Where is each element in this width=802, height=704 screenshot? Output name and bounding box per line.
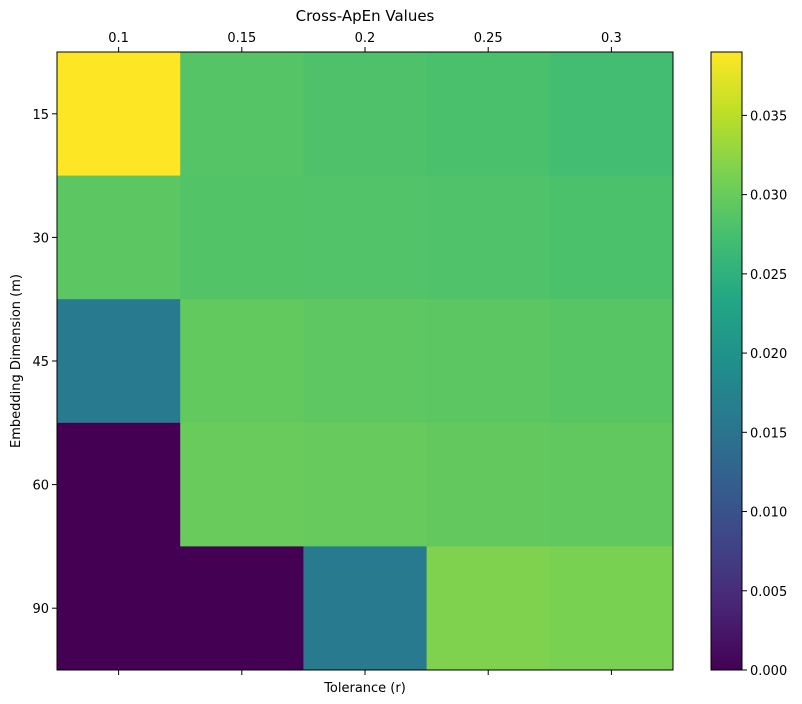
y-tick-label: 90 — [32, 602, 49, 617]
x-axis-label: Tolerance (r) — [323, 681, 406, 696]
y-axis-ticks: 15 30 45 60 90 — [32, 108, 57, 617]
y-axis-label: Embedding Dimension (m) — [9, 274, 24, 448]
colorbar-tick-label: 0.010 — [750, 506, 787, 521]
colorbar-tick-label: 0.030 — [750, 189, 787, 204]
x-tick-label: 0.25 — [474, 31, 503, 46]
colorbar-tick-label: 0.020 — [750, 347, 787, 362]
heatmap-cell — [57, 546, 181, 671]
x-axis-ticks: 0.1 0.15 0.2 0.25 0.3 — [108, 31, 622, 675]
heatmap-cell — [549, 299, 674, 424]
x-tick-label: 0.15 — [227, 31, 256, 46]
heatmap-cells — [57, 52, 674, 671]
heatmap-cell — [426, 52, 551, 177]
heatmap-cell — [303, 546, 428, 671]
heatmap-cell — [426, 422, 551, 547]
x-tick-label: 0.3 — [601, 31, 622, 46]
heatmap-cell — [180, 422, 304, 547]
heatmap-cell — [180, 52, 304, 177]
y-tick-label: 45 — [32, 355, 49, 370]
heatmap-cell — [426, 175, 551, 300]
y-tick-label: 60 — [32, 479, 49, 494]
colorbar-gradient — [710, 51, 743, 671]
heatmap-cell — [303, 299, 428, 424]
heatmap-cell — [57, 422, 181, 547]
chart-title: Cross-ApEn Values — [296, 7, 435, 25]
heatmap-cell — [303, 175, 428, 300]
colorbar: 0.000 0.005 0.010 0.015 0.020 0.025 0.030 0.035 — [710, 51, 787, 679]
heatmap-cell — [57, 52, 181, 177]
heatmap-cell — [549, 52, 674, 177]
heatmap-cell — [549, 175, 674, 300]
colorbar-tick-label: 0.025 — [750, 268, 787, 283]
heatmap-cell — [426, 546, 551, 671]
y-tick-label: 15 — [32, 108, 49, 123]
heatmap-cell — [549, 546, 674, 671]
colorbar-tick-label: 0.015 — [750, 426, 787, 441]
heatmap-cell — [303, 52, 428, 177]
x-tick-label: 0.1 — [108, 31, 129, 46]
colorbar-tick-label: 0.000 — [750, 664, 787, 679]
heatmap-cell — [180, 546, 304, 671]
colorbar-tick-label: 0.035 — [750, 109, 787, 124]
y-tick-label: 30 — [32, 231, 49, 246]
colorbar-tick-label: 0.005 — [750, 585, 787, 600]
heatmap-cell — [426, 299, 551, 424]
heatmap-cell — [180, 175, 304, 300]
heatmap-cell — [303, 422, 428, 547]
heatmap-cell — [57, 175, 181, 300]
heatmap-cell — [180, 299, 304, 424]
heatmap-cell — [549, 422, 674, 547]
x-tick-label: 0.2 — [355, 31, 376, 46]
heatmap-cell — [57, 299, 181, 424]
